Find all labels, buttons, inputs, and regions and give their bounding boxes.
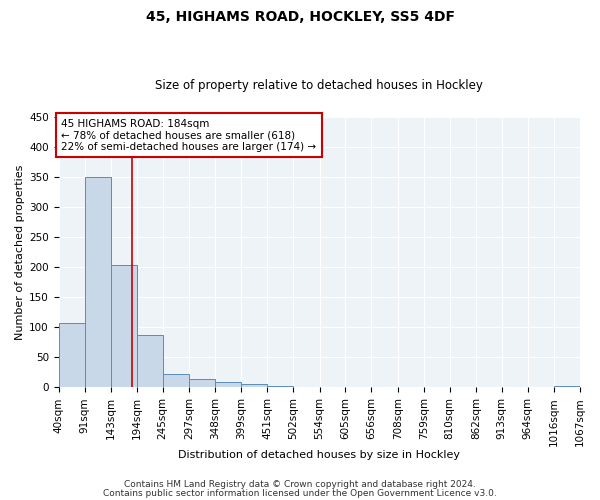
Bar [137, 334, 163, 388]
Bar [111, 265, 137, 388]
Text: Contains public sector information licensed under the Open Government Licence v3: Contains public sector information licen… [103, 488, 497, 498]
Bar [554, 386, 580, 388]
Bar [85, 177, 111, 388]
Bar [189, 379, 215, 388]
Text: 45, HIGHAMS ROAD, HOCKLEY, SS5 4DF: 45, HIGHAMS ROAD, HOCKLEY, SS5 4DF [146, 10, 455, 24]
Bar [163, 374, 189, 388]
Bar [215, 382, 241, 388]
Text: 45 HIGHAMS ROAD: 184sqm
← 78% of detached houses are smaller (618)
22% of semi-d: 45 HIGHAMS ROAD: 184sqm ← 78% of detache… [61, 118, 316, 152]
Bar [267, 386, 293, 388]
Y-axis label: Number of detached properties: Number of detached properties [15, 164, 25, 340]
Text: Contains HM Land Registry data © Crown copyright and database right 2024.: Contains HM Land Registry data © Crown c… [124, 480, 476, 489]
Bar [59, 322, 85, 388]
X-axis label: Distribution of detached houses by size in Hockley: Distribution of detached houses by size … [178, 450, 460, 460]
Title: Size of property relative to detached houses in Hockley: Size of property relative to detached ho… [155, 79, 483, 92]
Bar [241, 384, 267, 388]
